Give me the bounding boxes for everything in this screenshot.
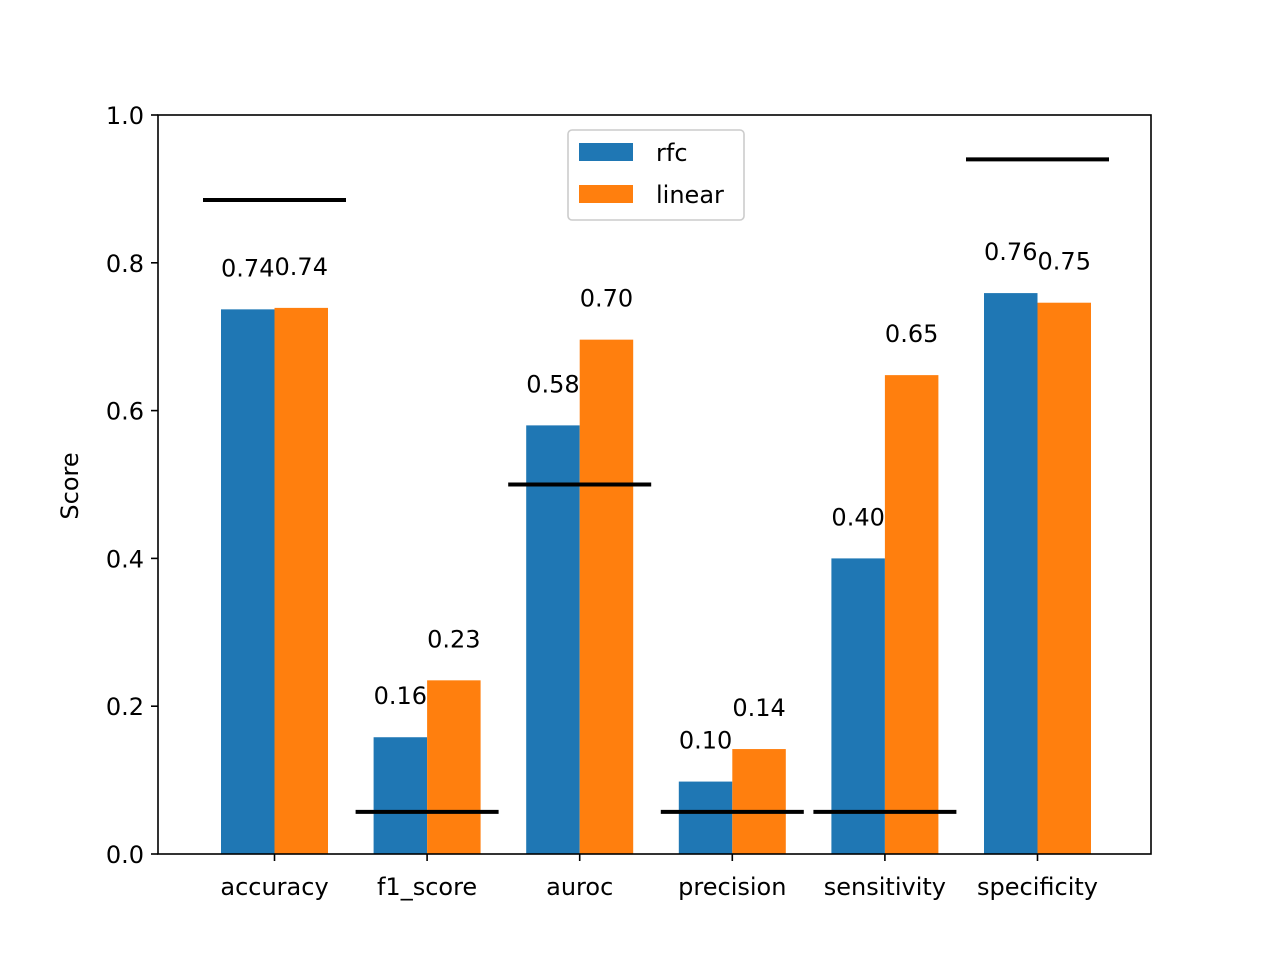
bar-rfc-accuracy bbox=[221, 309, 275, 854]
y-axis-title: Score bbox=[56, 452, 84, 519]
x-axis: accuracy f1_score auroc precision sensitivit… bbox=[220, 854, 1098, 901]
data-label-layer: 0.74 0.16 0.58 0.10 0.40 0.76 0.74 0.23 0.70 0.14… bbox=[221, 238, 1091, 754]
legend-swatch-linear bbox=[579, 185, 633, 203]
bar-linear-sensitivity bbox=[884, 375, 939, 854]
x-tick-label-specificity: specificity bbox=[977, 873, 1098, 901]
data-label-rfc-auroc: 0.58 bbox=[526, 370, 579, 398]
data-label-rfc-f1_score: 0.16 bbox=[374, 682, 427, 710]
legend-label-rfc: rfc bbox=[656, 139, 688, 167]
data-label-linear-sensitivity: 0.65 bbox=[885, 320, 938, 348]
baseline-layer bbox=[203, 157, 1109, 814]
data-label-linear-specificity: 0.75 bbox=[1038, 248, 1091, 276]
legend-label-linear: linear bbox=[656, 181, 724, 209]
legend-swatch-rfc bbox=[579, 143, 633, 161]
legend: rfc linear bbox=[567, 129, 745, 221]
bars-layer bbox=[221, 293, 1091, 854]
x-tick-label-accuracy: accuracy bbox=[220, 873, 328, 901]
data-label-rfc-sensitivity: 0.40 bbox=[831, 503, 884, 531]
data-label-linear-auroc: 0.70 bbox=[580, 285, 633, 313]
data-label-linear-accuracy: 0.74 bbox=[275, 253, 328, 281]
plot-frame bbox=[157, 114, 1152, 855]
y-tick-label-0.2: 0.2 bbox=[106, 693, 144, 721]
y-tick-label-0.4: 0.4 bbox=[106, 545, 144, 573]
y-tick-label-0.8: 0.8 bbox=[106, 250, 144, 278]
y-axis: 0.0 0.2 0.4 0.6 0.8 1.0 bbox=[106, 102, 158, 869]
bar-rfc-f1_score bbox=[373, 737, 428, 854]
bar-linear-specificity bbox=[1037, 302, 1091, 854]
x-tick-label-precision: precision bbox=[678, 873, 786, 901]
x-tick-label-sensitivity: sensitivity bbox=[824, 873, 946, 901]
data-label-linear-f1_score: 0.23 bbox=[427, 625, 480, 653]
data-label-rfc-precision: 0.10 bbox=[679, 727, 732, 755]
x-tick-label-f1_score: f1_score bbox=[377, 873, 477, 901]
bar-rfc-precision bbox=[678, 781, 733, 854]
bar-rfc-auroc bbox=[526, 425, 580, 854]
data-label-linear-precision: 0.14 bbox=[732, 694, 785, 722]
y-tick-label-0.6: 0.6 bbox=[106, 398, 144, 426]
bar-rfc-sensitivity bbox=[831, 558, 885, 854]
bar-linear-f1_score bbox=[427, 680, 481, 854]
y-tick-label-1.0: 1.0 bbox=[106, 102, 144, 130]
data-label-rfc-accuracy: 0.74 bbox=[221, 254, 274, 282]
bar-linear-accuracy bbox=[274, 307, 328, 854]
y-tick-label-0.0: 0.0 bbox=[106, 841, 144, 869]
bar-linear-precision bbox=[732, 749, 786, 854]
bar-linear-auroc bbox=[579, 339, 634, 854]
x-tick-label-auroc: auroc bbox=[546, 873, 613, 901]
bar-rfc-specificity bbox=[984, 293, 1038, 854]
data-label-rfc-specificity: 0.76 bbox=[984, 238, 1037, 266]
